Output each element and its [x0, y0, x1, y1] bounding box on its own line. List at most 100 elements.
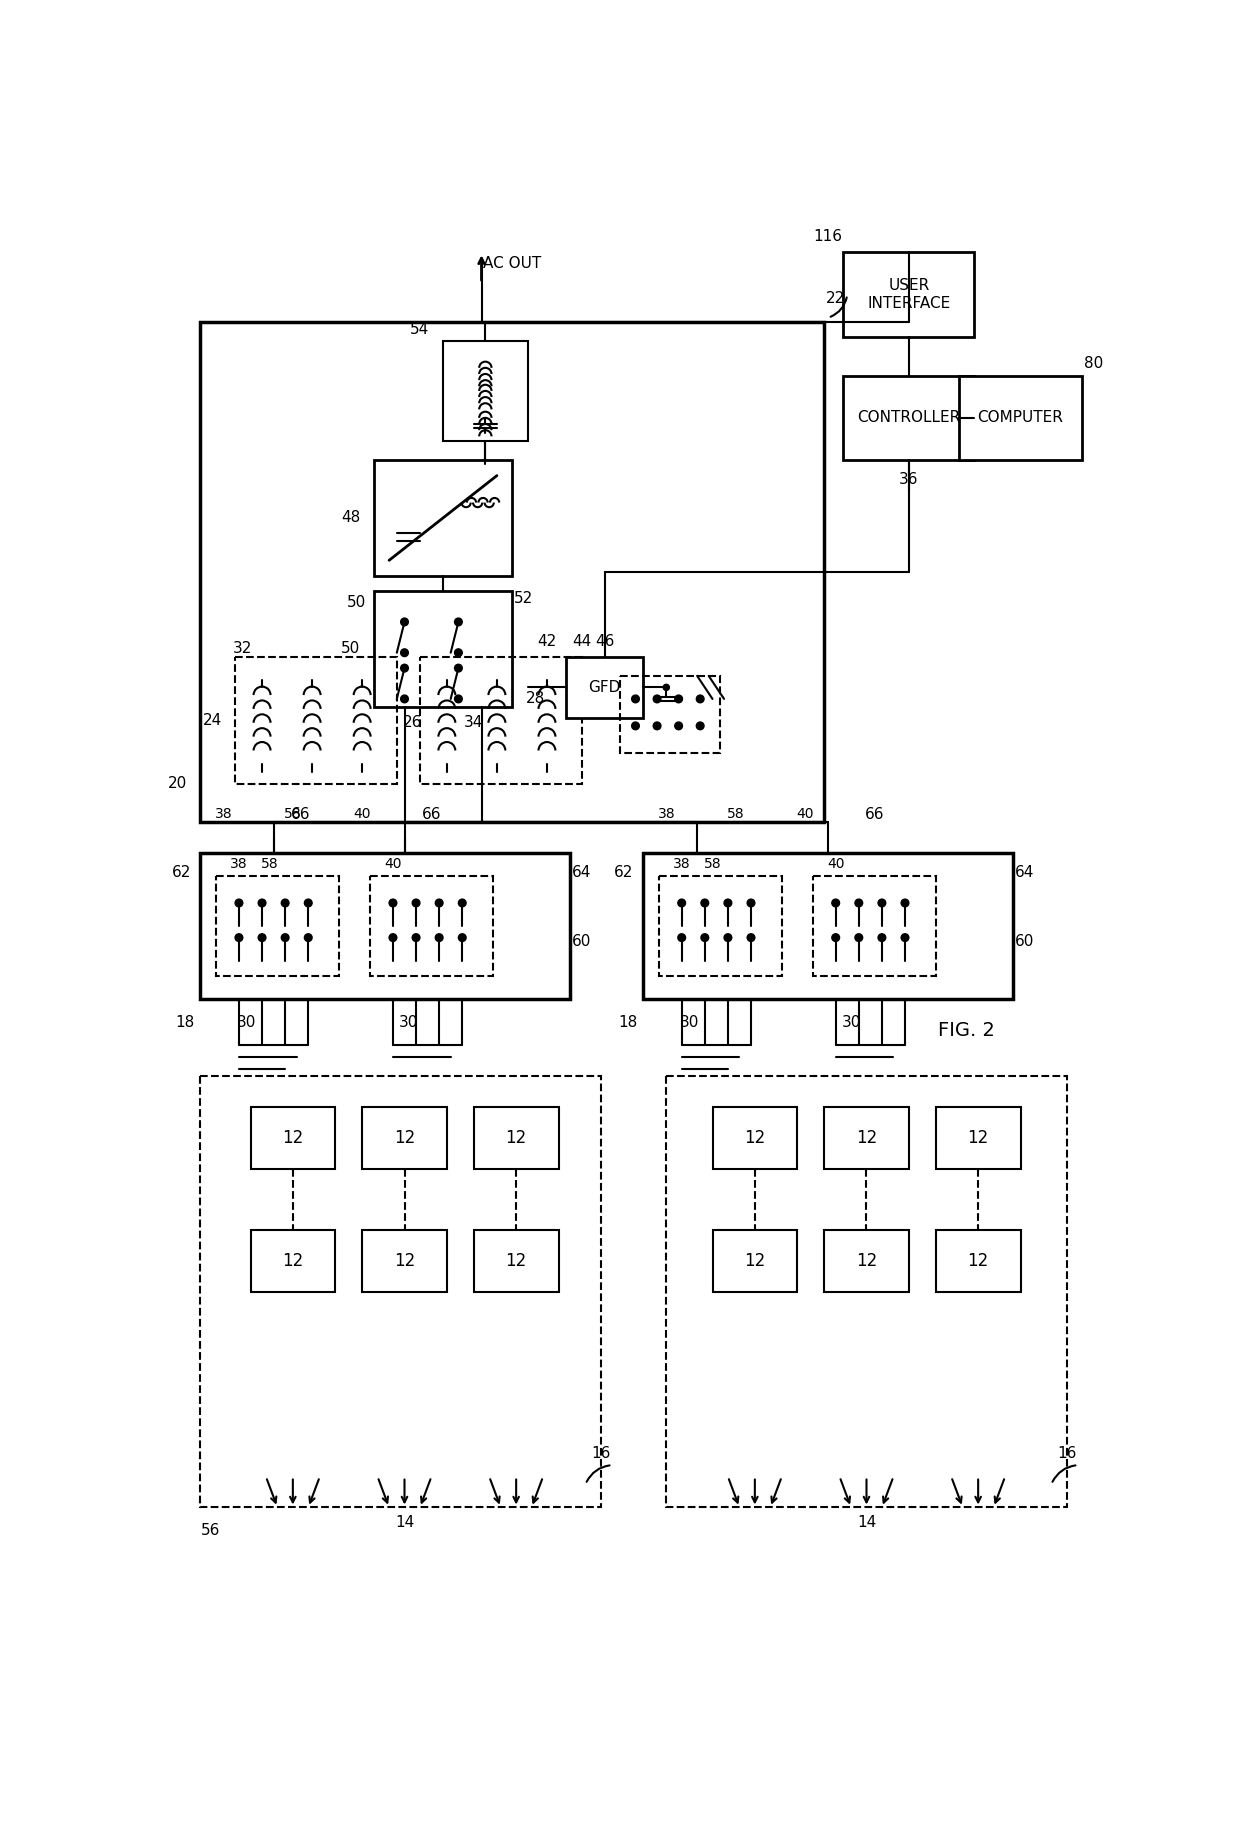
Text: FIG. 2: FIG. 2	[939, 1021, 994, 1039]
Text: 38: 38	[673, 858, 691, 871]
Circle shape	[455, 665, 463, 672]
Circle shape	[854, 934, 863, 941]
Text: 22: 22	[826, 292, 846, 306]
Text: 12: 12	[967, 1252, 988, 1270]
Text: 54: 54	[410, 321, 429, 336]
Bar	[936, 1108, 1021, 1169]
Circle shape	[832, 899, 839, 906]
Circle shape	[724, 934, 732, 941]
Circle shape	[389, 934, 397, 941]
Circle shape	[412, 899, 420, 906]
Bar	[936, 1229, 1021, 1292]
Text: 66: 66	[422, 807, 441, 821]
Bar	[812, 877, 936, 977]
Circle shape	[653, 696, 661, 703]
Circle shape	[631, 722, 640, 729]
Circle shape	[878, 899, 885, 906]
Circle shape	[675, 696, 682, 703]
Circle shape	[412, 934, 420, 941]
Circle shape	[401, 618, 408, 626]
Text: 42: 42	[537, 633, 557, 648]
Text: 40: 40	[384, 858, 402, 871]
Text: 12: 12	[856, 1128, 877, 1146]
Text: 12: 12	[283, 1128, 304, 1146]
Bar	[201, 1076, 601, 1508]
Bar	[567, 657, 644, 718]
Circle shape	[748, 899, 755, 906]
Circle shape	[724, 899, 732, 906]
Circle shape	[832, 934, 839, 941]
Circle shape	[281, 934, 289, 941]
Circle shape	[435, 899, 443, 906]
Circle shape	[281, 899, 289, 906]
Text: 12: 12	[744, 1252, 765, 1270]
Text: 58: 58	[284, 807, 301, 821]
Text: 12: 12	[394, 1128, 415, 1146]
Text: 38: 38	[657, 807, 675, 821]
Text: 56: 56	[201, 1523, 219, 1538]
Bar	[713, 1108, 797, 1169]
Text: 14: 14	[394, 1516, 414, 1530]
Circle shape	[455, 696, 463, 703]
Circle shape	[236, 934, 243, 941]
Text: 50: 50	[341, 641, 361, 657]
Circle shape	[389, 899, 397, 906]
Text: 60: 60	[1014, 934, 1034, 949]
Circle shape	[675, 722, 682, 729]
Text: 36: 36	[899, 473, 919, 487]
Circle shape	[663, 685, 670, 690]
Text: GFD: GFD	[589, 679, 621, 694]
Text: 40: 40	[353, 807, 371, 821]
Text: 12: 12	[506, 1252, 527, 1270]
Text: 26: 26	[403, 714, 422, 729]
Bar	[666, 1076, 1066, 1508]
Circle shape	[304, 899, 312, 906]
Text: 12: 12	[744, 1128, 765, 1146]
Circle shape	[748, 934, 755, 941]
Circle shape	[236, 899, 243, 906]
Bar	[843, 253, 975, 338]
Circle shape	[653, 722, 661, 729]
Text: 34: 34	[464, 714, 484, 729]
Bar	[362, 1229, 446, 1292]
Text: 16: 16	[1056, 1445, 1076, 1460]
Circle shape	[678, 934, 686, 941]
Text: 24: 24	[202, 713, 222, 727]
Circle shape	[401, 696, 408, 703]
Bar	[825, 1108, 909, 1169]
Text: 18: 18	[175, 1015, 195, 1030]
Text: 12: 12	[856, 1252, 877, 1270]
Text: 40: 40	[796, 807, 813, 821]
Text: 48: 48	[341, 511, 361, 526]
Circle shape	[455, 650, 463, 657]
Bar	[713, 1229, 797, 1292]
Text: 30: 30	[842, 1015, 861, 1030]
Text: 52: 52	[515, 591, 533, 605]
Bar	[201, 853, 570, 999]
Text: 66: 66	[291, 807, 310, 821]
Bar	[420, 657, 582, 783]
Bar	[959, 375, 1083, 460]
Circle shape	[701, 934, 708, 941]
Text: 64: 64	[572, 864, 591, 881]
Circle shape	[401, 650, 408, 657]
Circle shape	[697, 722, 704, 729]
Bar	[250, 1108, 335, 1169]
Text: 30: 30	[237, 1015, 257, 1030]
Bar	[201, 321, 825, 821]
Text: INTERFACE: INTERFACE	[867, 297, 951, 312]
Text: 12: 12	[506, 1128, 527, 1146]
Bar	[370, 877, 494, 977]
Bar	[216, 877, 339, 977]
Text: 12: 12	[967, 1128, 988, 1146]
Bar	[474, 1229, 558, 1292]
Circle shape	[455, 618, 463, 626]
Text: 66: 66	[864, 807, 884, 821]
Text: COMPUTER: COMPUTER	[977, 410, 1064, 425]
Bar	[474, 1108, 558, 1169]
Text: 30: 30	[680, 1015, 699, 1030]
Bar	[373, 591, 512, 707]
Bar	[362, 1108, 446, 1169]
Text: 58: 58	[703, 858, 722, 871]
Text: 44: 44	[572, 633, 591, 648]
